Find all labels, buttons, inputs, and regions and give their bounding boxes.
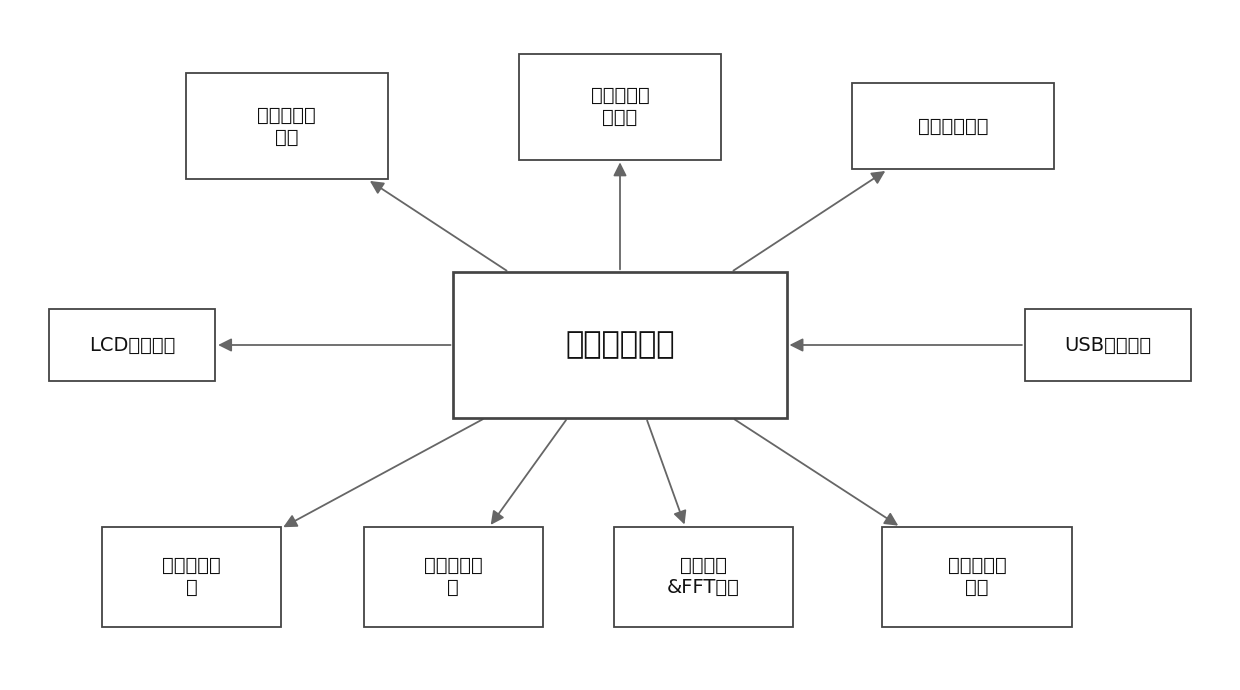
Text: 软件控制平台: 软件控制平台 <box>565 331 675 359</box>
Bar <box>882 527 1073 627</box>
Bar <box>518 54 722 159</box>
Text: 谐波分析模块: 谐波分析模块 <box>918 117 988 136</box>
Bar <box>852 83 1054 170</box>
Text: 数据采集模
块: 数据采集模 块 <box>162 556 221 598</box>
Bar <box>186 73 388 179</box>
Text: 数据处理
&FFT模块: 数据处理 &FFT模块 <box>667 556 740 598</box>
Text: USB通信模块: USB通信模块 <box>1064 335 1152 355</box>
Bar <box>1024 308 1192 382</box>
Text: 数据存储模
块: 数据存储模 块 <box>424 556 482 598</box>
Text: 万用表测试
模块: 万用表测试 模块 <box>258 106 316 147</box>
Text: LCD显示模块: LCD显示模块 <box>89 335 175 355</box>
Bar <box>454 272 786 418</box>
Bar <box>102 527 280 627</box>
Bar <box>614 527 792 627</box>
Bar <box>48 308 216 382</box>
Text: 漏电开关检
测模块: 漏电开关检 测模块 <box>590 86 650 127</box>
Text: 智能化控制
模块: 智能化控制 模块 <box>947 556 1007 598</box>
Bar <box>365 527 543 627</box>
